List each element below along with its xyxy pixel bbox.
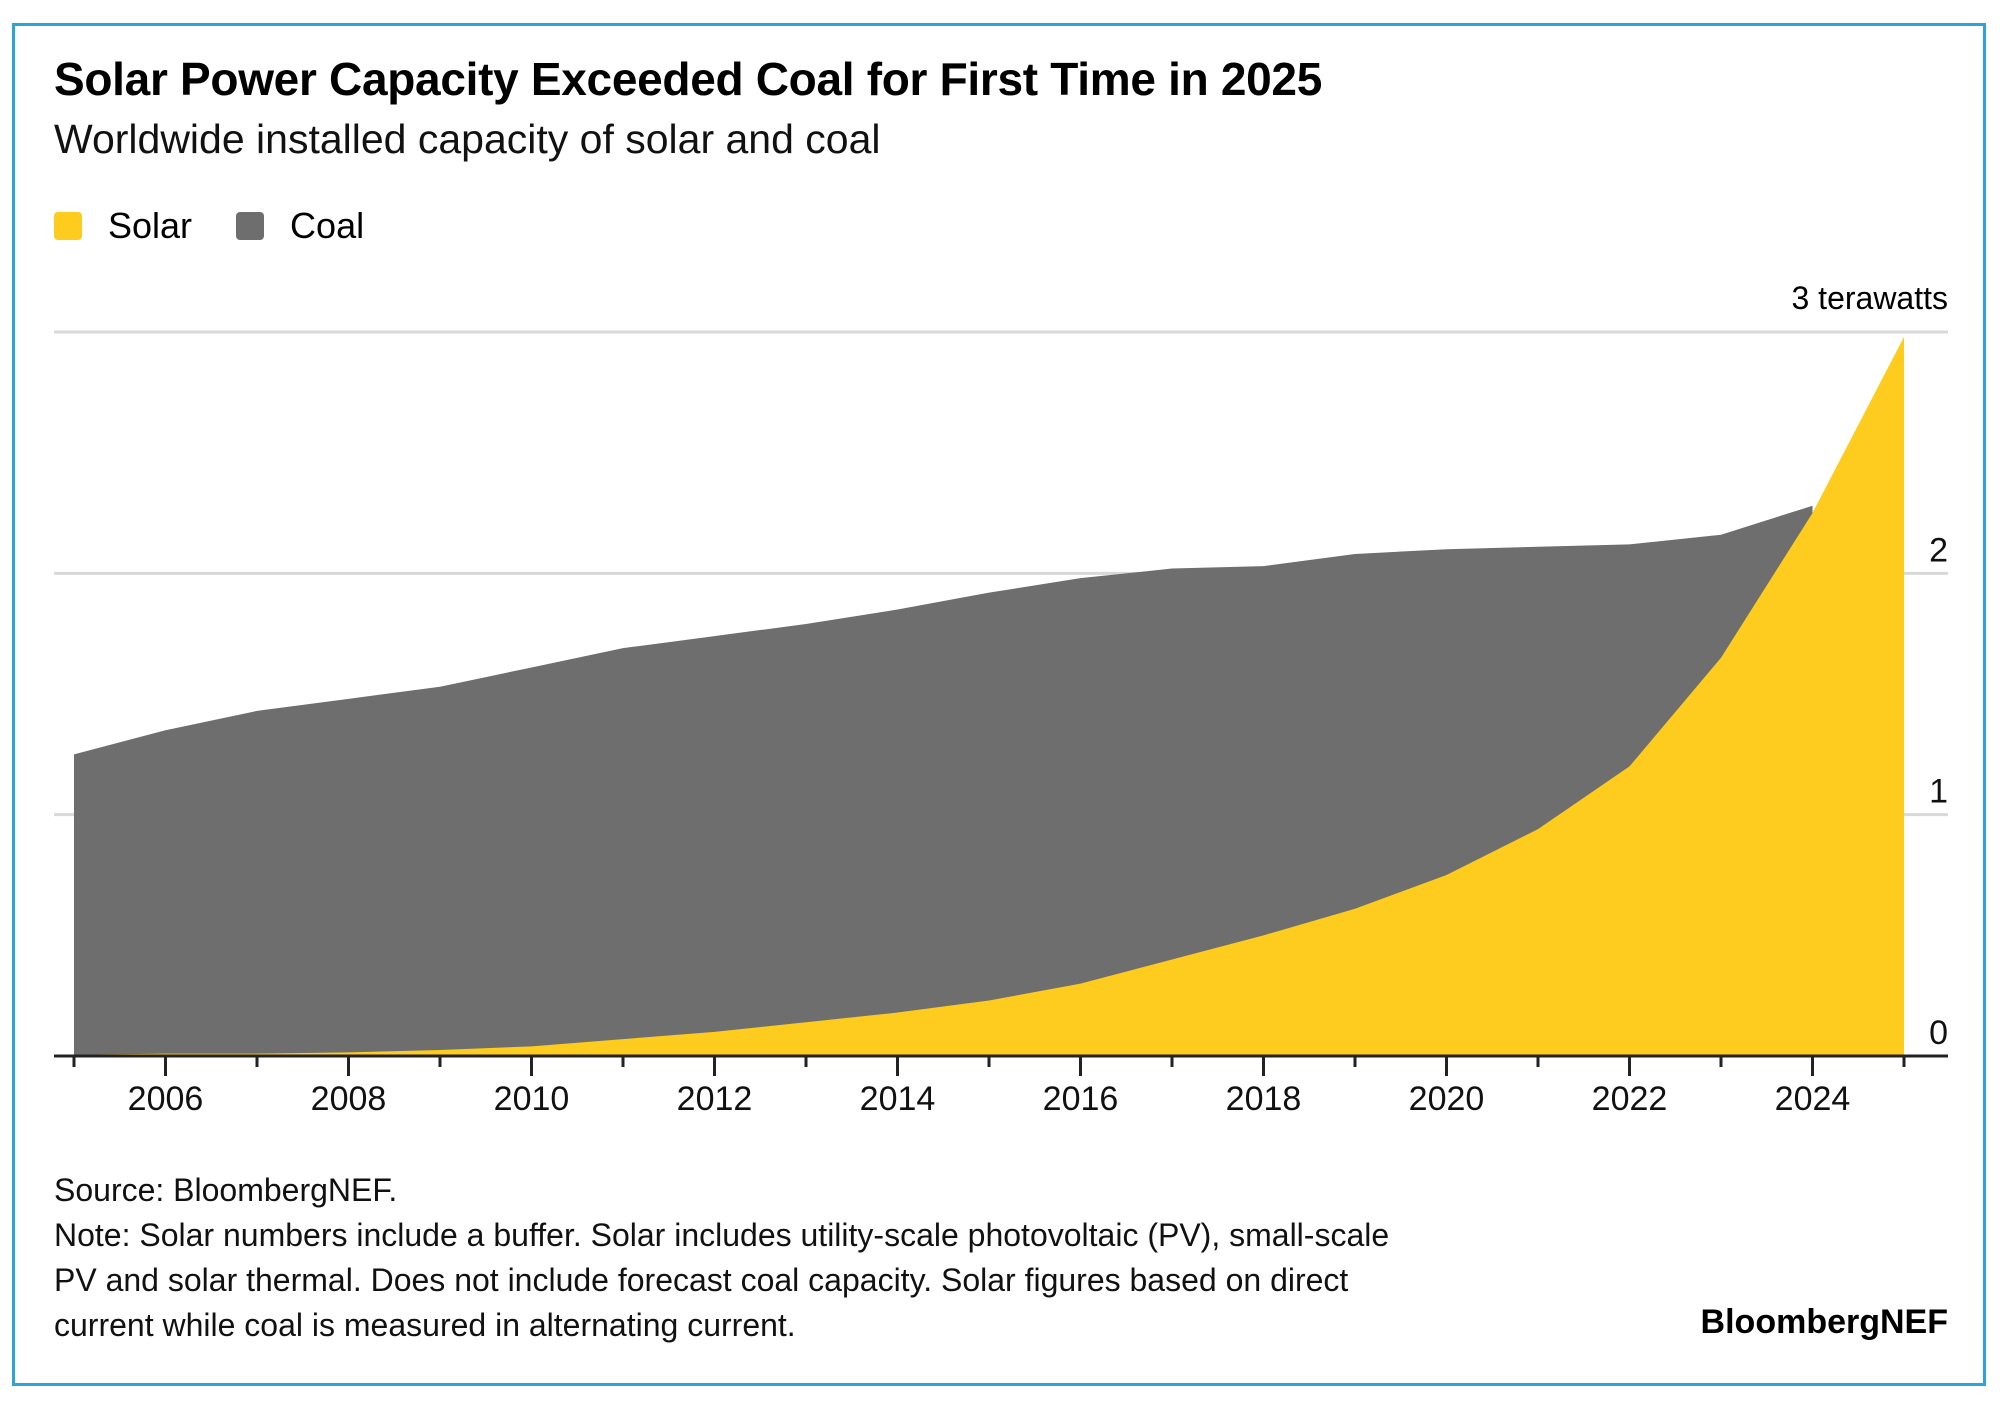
y-axis-unit-label: 3 terawatts	[1791, 280, 1948, 316]
x-tick-label: 2018	[1226, 1080, 1302, 1118]
coal-swatch-icon	[236, 212, 265, 240]
legend-item-solar: Solar	[54, 205, 192, 247]
x-tick-label: 2016	[1043, 1080, 1119, 1118]
legend-label-solar: Solar	[108, 205, 193, 246]
chart-subtitle: Worldwide installed capacity of solar an…	[54, 116, 881, 162]
note-line: PV and solar thermal. Does not include f…	[54, 1262, 1349, 1298]
area-solar	[74, 336, 1904, 1056]
y-tick-label: 1	[1929, 773, 1948, 811]
note-line: Note: Solar numbers include a buffer. So…	[54, 1217, 1390, 1253]
note-line: current while coal is measured in altern…	[54, 1307, 796, 1343]
x-tick-label: 2012	[677, 1080, 753, 1118]
x-tick-label: 2020	[1409, 1080, 1485, 1118]
x-tick-label: 2024	[1775, 1080, 1851, 1118]
y-tick-label: 0	[1929, 1014, 1948, 1052]
legend-item-coal: Coal	[236, 205, 364, 247]
solar-swatch-icon	[54, 212, 82, 240]
legend-label-coal: Coal	[290, 205, 365, 246]
source-text: Source: BloombergNEF.	[54, 1172, 398, 1208]
legend: Solar Coal	[54, 205, 408, 247]
x-tick-label: 2014	[860, 1080, 936, 1118]
y-tick-label: 2	[1929, 531, 1948, 569]
chart-title: Solar Power Capacity Exceeded Coal for F…	[54, 53, 1322, 105]
brand-logo: BloombergNEF	[1700, 1303, 1948, 1341]
footer-notes: Source: BloombergNEF. Note: Solar number…	[54, 1168, 1674, 1348]
x-tick-label: 2006	[128, 1080, 204, 1118]
x-tick-label: 2010	[494, 1080, 570, 1118]
x-tick-label: 2022	[1592, 1080, 1668, 1118]
x-tick-label: 2008	[311, 1080, 387, 1118]
